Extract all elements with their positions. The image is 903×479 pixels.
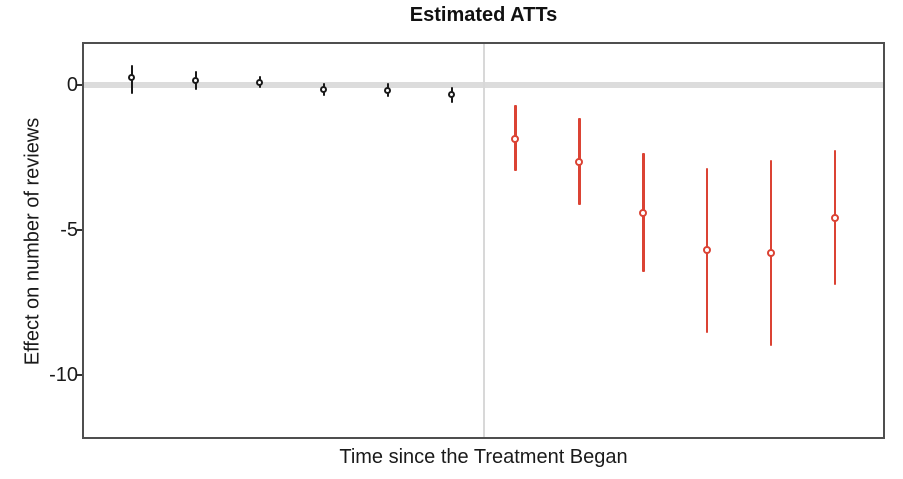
point-marker	[128, 74, 136, 82]
chart-title: Estimated ATTs	[409, 4, 558, 26]
y-tick-label: 0	[66, 74, 78, 97]
y-tick-label: -5	[60, 218, 78, 241]
point-marker	[767, 249, 776, 258]
y-tick-mark	[77, 373, 82, 376]
point-marker	[320, 86, 328, 94]
y-tick-mark	[77, 84, 82, 87]
y-tick-mark	[77, 228, 82, 231]
point-marker	[448, 91, 456, 99]
point-marker	[703, 246, 712, 255]
x-axis-label: Time since the Treatment Began	[339, 446, 628, 468]
plot-inner	[84, 44, 883, 437]
treatment-start-line	[482, 44, 485, 437]
y-tick-label: -10	[49, 363, 78, 386]
plot-area	[82, 42, 885, 439]
point-marker	[384, 86, 392, 94]
point-marker	[192, 77, 200, 85]
y-axis-label: Effect on number of reviews	[21, 117, 44, 366]
points-layer	[84, 44, 883, 437]
point-marker	[639, 208, 648, 217]
point-marker	[256, 78, 264, 86]
point-marker	[831, 214, 840, 223]
point-marker	[511, 134, 520, 143]
point-marker	[575, 157, 584, 166]
